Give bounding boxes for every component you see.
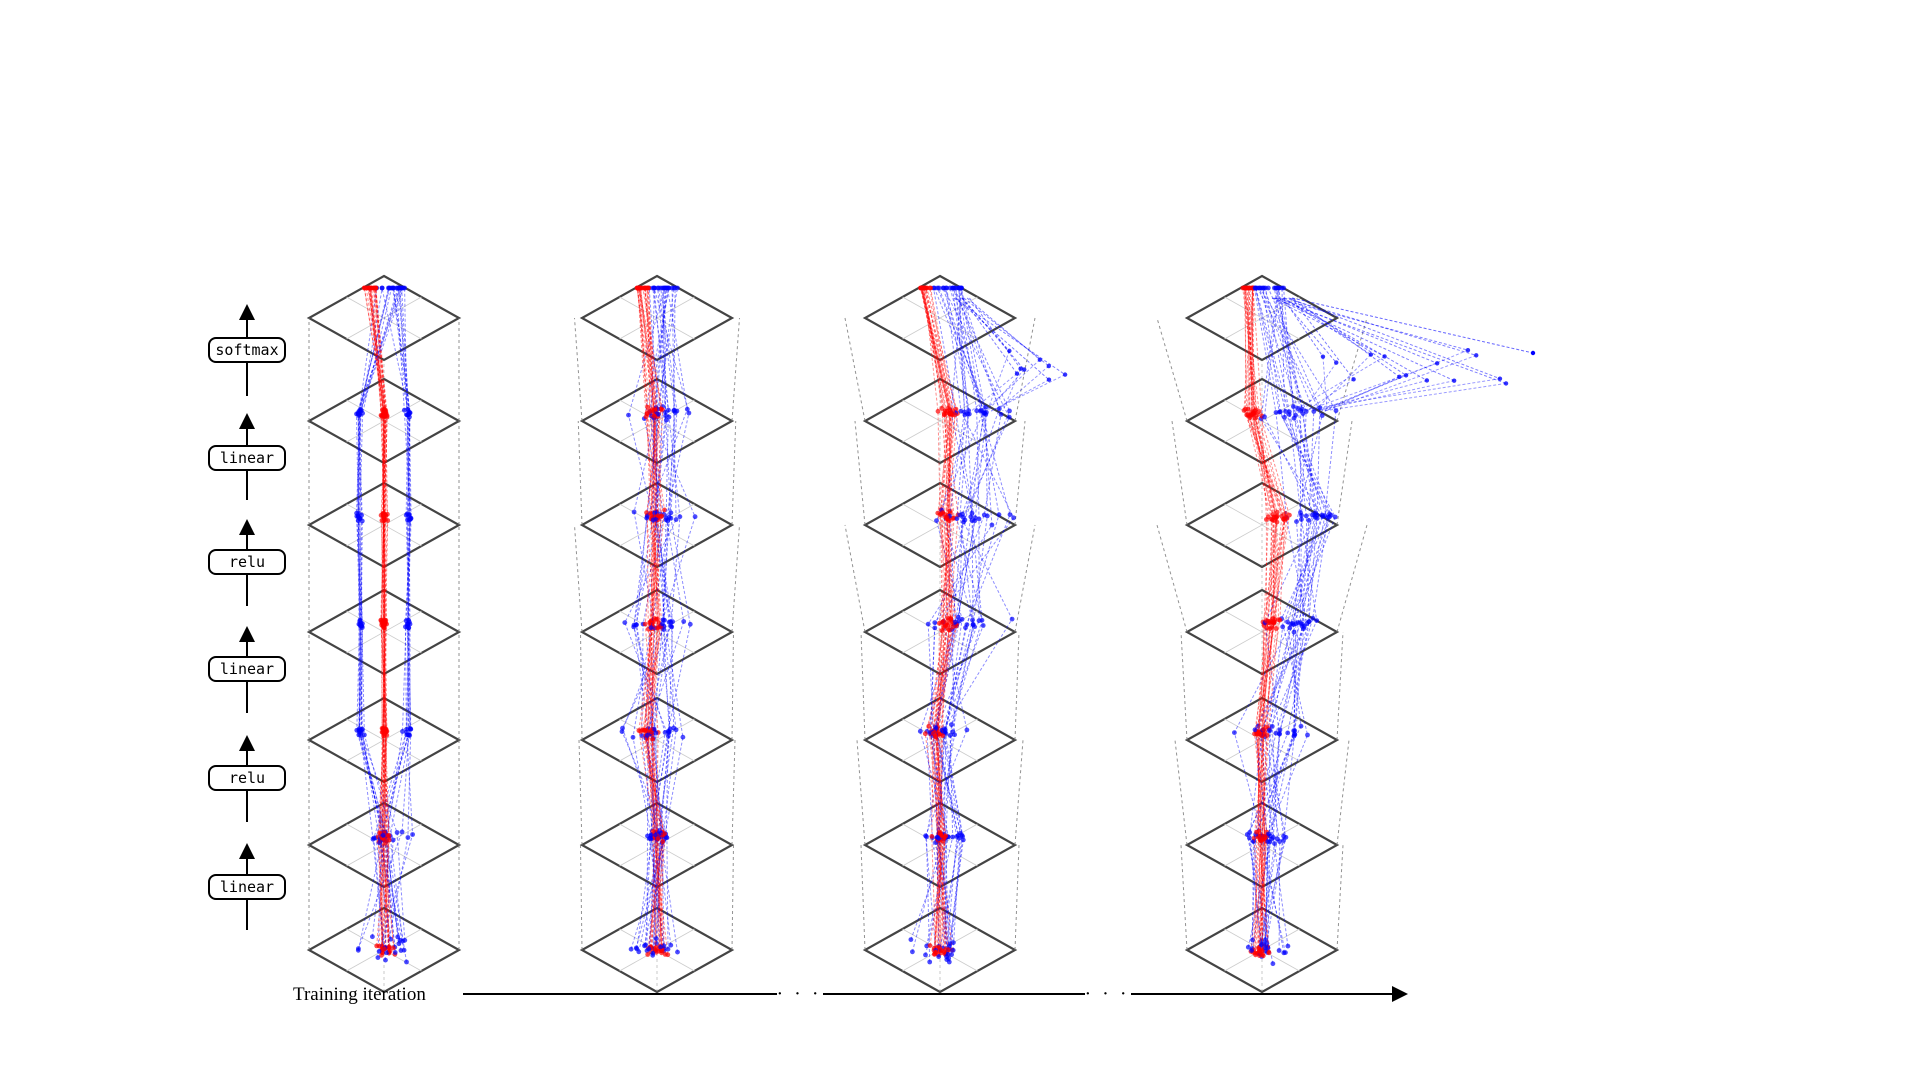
training-axis: Training iteration · · · · · · (293, 983, 1408, 1005)
training-stages (306, 274, 1536, 994)
op-label-linear-3: linear (220, 449, 274, 467)
op-linear-2: linear (208, 626, 286, 713)
stage-2 (574, 274, 740, 994)
op-relu-2: relu (208, 519, 286, 606)
stage-1 (306, 274, 462, 994)
stage-3 (844, 274, 1068, 994)
axis-ellipsis-1: · · · (777, 983, 822, 1005)
op-label-softmax: softmax (215, 341, 278, 359)
op-relu-1: relu (208, 735, 286, 822)
op-label-relu-1: relu (229, 769, 265, 787)
op-legend: linear relu linear relu linear softmax (208, 304, 286, 930)
op-label-linear-2: linear (220, 660, 274, 678)
op-linear-1: linear (208, 843, 286, 930)
op-linear-3: linear (208, 413, 286, 500)
stage-4 (1156, 274, 1536, 994)
training-iteration-label: Training iteration (293, 984, 426, 1005)
axis-ellipsis-2: · · · (1085, 983, 1130, 1005)
op-softmax: softmax (208, 304, 286, 396)
op-label-linear-1: linear (220, 878, 274, 896)
op-label-relu-2: relu (229, 553, 265, 571)
